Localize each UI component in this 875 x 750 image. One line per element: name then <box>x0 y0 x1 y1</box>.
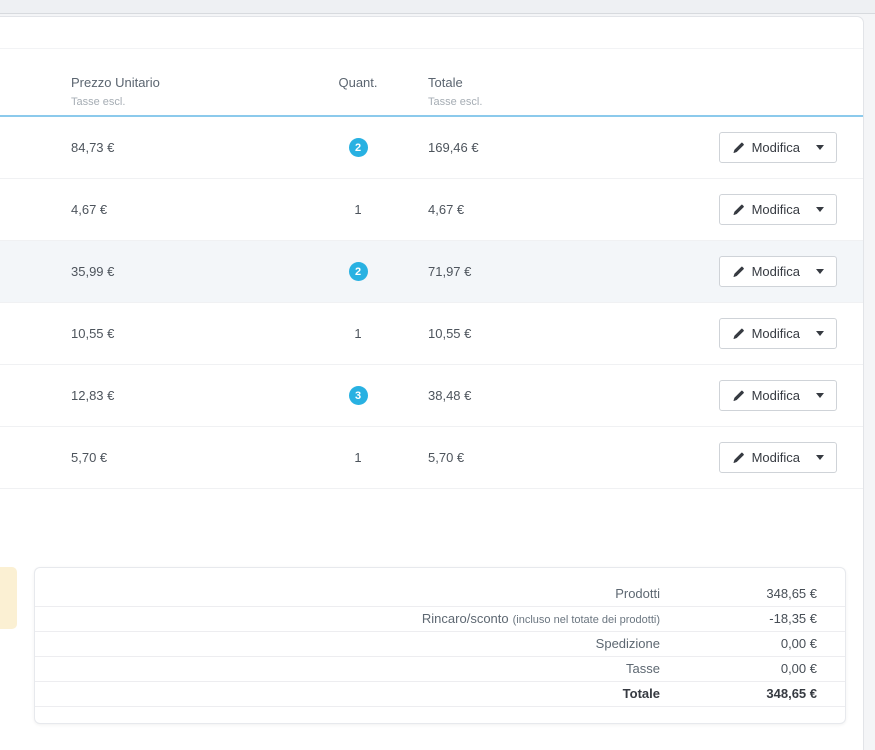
unit-price-cell: 10,55 € <box>71 326 115 341</box>
unit-price-cell: 35,99 € <box>71 264 115 279</box>
totals-row-value: 0,00 € <box>780 661 817 676</box>
quantity-value: 1 <box>354 450 362 465</box>
total-cell: 169,46 € <box>428 140 479 155</box>
edit-button[interactable]: Modifica <box>718 318 837 349</box>
totals-row: Rincaro/sconto (incluso nel totate dei pr… <box>35 607 845 632</box>
pencil-icon <box>733 142 744 153</box>
pencil-icon <box>733 328 744 339</box>
totals-row-label: Prodotti <box>615 586 660 601</box>
unit-price-cell: 5,70 € <box>71 450 108 465</box>
edit-button-label: Modifica <box>751 326 800 341</box>
products-table-header: Prezzo Unitario Tasse escl. Quant. Total… <box>0 48 863 117</box>
unit-price-cell: 84,73 € <box>71 140 115 155</box>
row-actions: Modifica <box>718 179 837 240</box>
quantity-cell: 2 <box>313 241 403 302</box>
totals-row-value: 348,65 € <box>766 586 817 601</box>
row-actions: Modifica <box>718 365 837 426</box>
edit-button-label: Modifica <box>751 140 800 155</box>
totals-row-label: Rincaro/sconto (incluso nel totate dei pr… <box>421 611 660 626</box>
pencil-icon <box>733 204 744 215</box>
totals-row: Tasse 0,00 € <box>35 657 845 682</box>
unit-price-cell: 12,83 € <box>71 388 115 403</box>
totals-row-value: 348,65 € <box>766 686 817 701</box>
unit-price-label: Prezzo Unitario <box>71 75 160 90</box>
products-table-body: 84,73 € 2 169,46 € Modifica 4,67 € 1 4,6… <box>0 117 863 489</box>
order-totals-panel: Prodotti 348,65 € Rincaro/sconto (incluso… <box>34 567 846 724</box>
table-row: 5,70 € 1 5,70 € Modifica <box>0 427 863 489</box>
side-note-panel <box>0 567 17 629</box>
total-label: Totale <box>428 75 463 90</box>
quantity-cell: 1 <box>313 303 403 364</box>
totals-row-label: Totale <box>622 686 660 701</box>
pencil-icon <box>733 266 744 277</box>
quantity-cell: 1 <box>313 179 403 240</box>
totals-row-value: 0,00 € <box>780 636 817 651</box>
edit-button-label: Modifica <box>751 264 800 279</box>
caret-down-icon[interactable] <box>816 455 824 460</box>
edit-button[interactable]: Modifica <box>718 256 837 287</box>
caret-down-icon[interactable] <box>816 269 824 274</box>
quantity-label: Quant. <box>338 75 378 90</box>
quantity-value: 1 <box>354 202 362 217</box>
unit-price-cell: 4,67 € <box>71 202 108 217</box>
quantity-value: 2 <box>348 138 368 157</box>
total-cell: 38,48 € <box>428 388 472 403</box>
total-cell: 10,55 € <box>428 326 472 341</box>
quantity-cell: 3 <box>313 365 403 426</box>
row-actions: Modifica <box>718 117 837 178</box>
totals-row-label: Spedizione <box>595 636 660 651</box>
totals-row: Totale 348,65 € <box>35 682 845 707</box>
table-row: 35,99 € 2 71,97 € Modifica <box>0 241 863 303</box>
edit-button[interactable]: Modifica <box>718 442 837 473</box>
pencil-icon <box>733 452 744 463</box>
column-header-total: Totale Tasse escl. <box>428 75 482 108</box>
caret-down-icon[interactable] <box>816 393 824 398</box>
quantity-cell: 2 <box>313 117 403 178</box>
total-cell: 5,70 € <box>428 450 465 465</box>
quantity-value: 1 <box>354 326 362 341</box>
row-actions: Modifica <box>718 303 837 364</box>
caret-down-icon[interactable] <box>816 145 824 150</box>
quantity-cell: 1 <box>313 427 403 488</box>
total-cell: 4,67 € <box>428 202 465 217</box>
edit-button-label: Modifica <box>751 450 800 465</box>
edit-button-label: Modifica <box>751 388 800 403</box>
table-row: 4,67 € 1 4,67 € Modifica <box>0 179 863 241</box>
totals-row: Prodotti 348,65 € <box>35 582 845 607</box>
table-row: 10,55 € 1 10,55 € Modifica <box>0 303 863 365</box>
caret-down-icon[interactable] <box>816 331 824 336</box>
total-sublabel: Tasse escl. <box>428 96 483 108</box>
table-row: 12,83 € 3 38,48 € Modifica <box>0 365 863 427</box>
order-products-panel: Prezzo Unitario Tasse escl. Quant. Total… <box>0 16 864 750</box>
total-cell: 71,97 € <box>428 264 472 279</box>
edit-button-label: Modifica <box>751 202 800 217</box>
quantity-value: 3 <box>348 386 368 405</box>
edit-button[interactable]: Modifica <box>718 194 837 225</box>
totals-row: Spedizione 0,00 € <box>35 632 845 657</box>
totals-row-label: Tasse <box>626 661 660 676</box>
row-actions: Modifica <box>718 241 837 302</box>
edit-button[interactable]: Modifica <box>718 132 837 163</box>
caret-down-icon[interactable] <box>816 207 824 212</box>
table-row: 84,73 € 2 169,46 € Modifica <box>0 117 863 179</box>
top-divider-bar <box>0 0 875 14</box>
edit-button[interactable]: Modifica <box>718 380 837 411</box>
totals-row-value: -18,35 € <box>769 611 817 626</box>
unit-price-sublabel: Tasse escl. <box>71 96 126 108</box>
column-header-quantity: Quant. <box>313 75 403 90</box>
pencil-icon <box>733 390 744 401</box>
column-header-unit-price: Prezzo Unitario Tasse escl. <box>71 75 160 108</box>
row-actions: Modifica <box>718 427 837 488</box>
quantity-value: 2 <box>348 262 368 281</box>
